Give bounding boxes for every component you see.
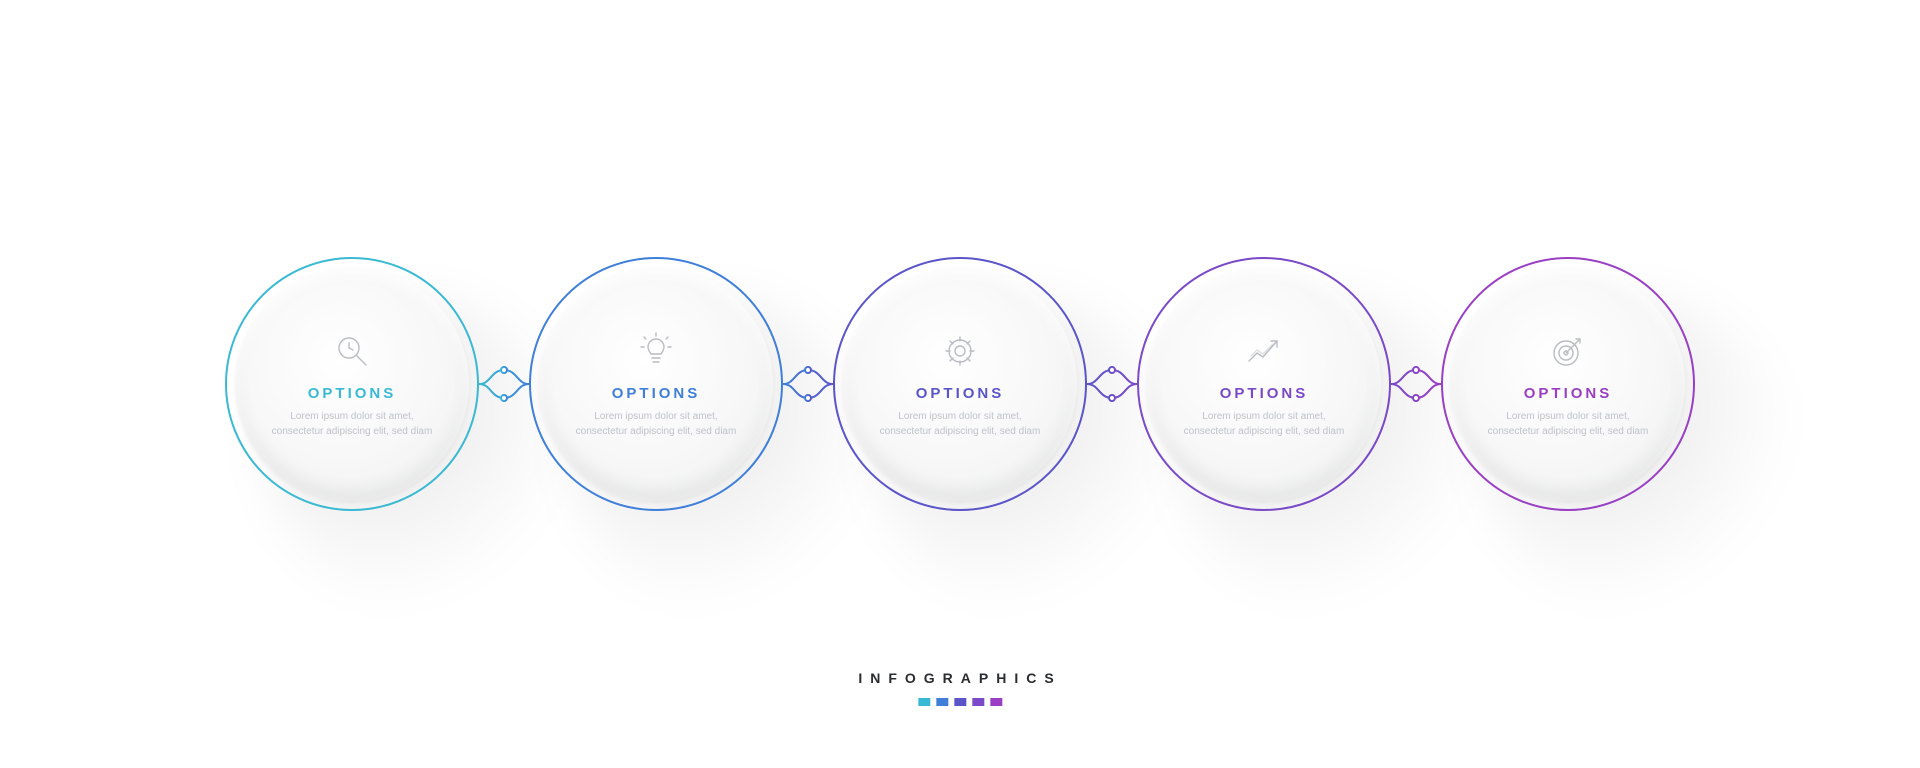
infographic-stage: OPTIONS Lorem ipsum dolor sit amet, cons… xyxy=(0,0,1920,768)
step-3: OPTIONS Lorem ipsum dolor sit amet, cons… xyxy=(835,259,1085,509)
swatch-3 xyxy=(954,698,966,706)
step-disc: OPTIONS Lorem ipsum dolor sit amet, cons… xyxy=(843,267,1077,501)
swatch-5 xyxy=(990,698,1002,706)
step-body: Lorem ipsum dolor sit amet, consectetur … xyxy=(1483,410,1653,439)
growth-arrow-icon xyxy=(1244,331,1284,371)
step-5: OPTIONS Lorem ipsum dolor sit amet, cons… xyxy=(1443,259,1693,509)
step-body: Lorem ipsum dolor sit amet, consectetur … xyxy=(1179,410,1349,439)
step-disc: OPTIONS Lorem ipsum dolor sit amet, cons… xyxy=(539,267,773,501)
step-title: OPTIONS xyxy=(1524,385,1613,402)
connector-3-4 xyxy=(1085,354,1139,414)
steps-row: OPTIONS Lorem ipsum dolor sit amet, cons… xyxy=(227,259,1693,509)
step-title: OPTIONS xyxy=(612,385,701,402)
step-disc: OPTIONS Lorem ipsum dolor sit amet, cons… xyxy=(1451,267,1685,501)
step-body: Lorem ipsum dolor sit amet, consectetur … xyxy=(571,410,741,439)
footer-label: INFOGRAPHICS xyxy=(858,670,1061,686)
step-title: OPTIONS xyxy=(1220,385,1309,402)
step-title: OPTIONS xyxy=(916,385,1005,402)
connector-1-2 xyxy=(477,354,531,414)
step-body: Lorem ipsum dolor sit amet, consectetur … xyxy=(875,410,1045,439)
step-4: OPTIONS Lorem ipsum dolor sit amet, cons… xyxy=(1139,259,1389,509)
swatch-1 xyxy=(918,698,930,706)
footer: INFOGRAPHICS xyxy=(858,670,1061,706)
swatch-2 xyxy=(936,698,948,706)
step-title: OPTIONS xyxy=(308,385,397,402)
step-disc: OPTIONS Lorem ipsum dolor sit amet, cons… xyxy=(235,267,469,501)
target-icon xyxy=(1548,331,1588,371)
step-2: OPTIONS Lorem ipsum dolor sit amet, cons… xyxy=(531,259,781,509)
lightbulb-icon xyxy=(636,331,676,371)
step-disc: OPTIONS Lorem ipsum dolor sit amet, cons… xyxy=(1147,267,1381,501)
connector-4-5 xyxy=(1389,354,1443,414)
magnifier-time-icon xyxy=(332,331,372,371)
swatch-4 xyxy=(972,698,984,706)
footer-swatches xyxy=(858,698,1061,706)
gear-icon xyxy=(940,331,980,371)
step-1: OPTIONS Lorem ipsum dolor sit amet, cons… xyxy=(227,259,477,509)
step-body: Lorem ipsum dolor sit amet, consectetur … xyxy=(267,410,437,439)
connector-2-3 xyxy=(781,354,835,414)
